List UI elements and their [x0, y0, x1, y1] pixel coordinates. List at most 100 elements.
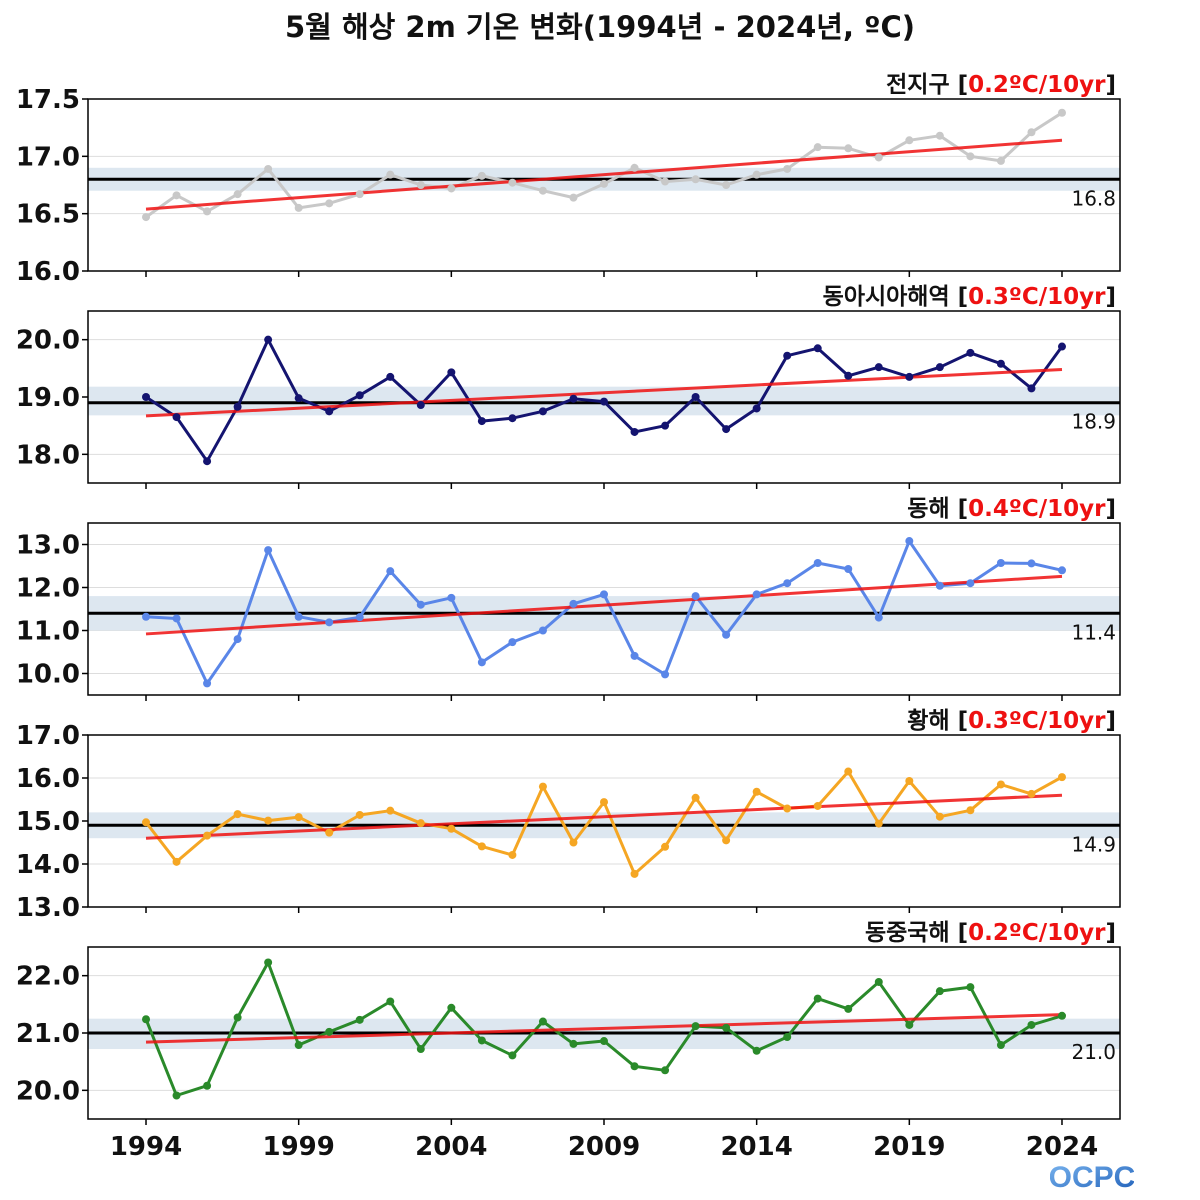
data-point: [661, 1066, 670, 1075]
data-point: [966, 983, 975, 992]
data-point: [569, 599, 578, 608]
data-point: [722, 836, 731, 845]
data-point: [1057, 342, 1066, 351]
data-point: [874, 363, 883, 372]
bracket-close: ]: [1105, 284, 1116, 310]
data-point: [386, 567, 395, 576]
data-point: [172, 614, 181, 623]
data-point: [477, 842, 486, 851]
data-point: [325, 407, 334, 416]
data-point: [691, 592, 700, 601]
data-point: [569, 394, 578, 403]
normal-value-label: 16.8: [1071, 186, 1116, 210]
trend-rate: 0.3ºC/10yr: [968, 284, 1106, 310]
data-point: [172, 1091, 181, 1100]
data-point: [264, 164, 273, 173]
y-tick-label: 16.0: [16, 257, 80, 287]
data-point: [905, 136, 914, 145]
data-point: [233, 190, 242, 199]
data-point: [935, 581, 944, 590]
data-point: [844, 144, 853, 153]
data-point: [172, 413, 181, 422]
data-point: [1027, 128, 1036, 137]
data-point: [600, 179, 608, 188]
trend-rate: 0.4ºC/10yr: [968, 496, 1106, 522]
data-point: [355, 391, 364, 400]
data-point: [905, 537, 914, 546]
data-point: [416, 401, 425, 410]
x-tick-label: 2019: [873, 1132, 945, 1162]
data-point: [477, 417, 486, 426]
data-point: [508, 1051, 517, 1060]
panel-title: 동해 [0.4ºC/10yr]: [907, 496, 1116, 522]
data-point: [386, 806, 395, 815]
data-point: [508, 178, 517, 187]
data-point: [203, 1081, 212, 1090]
data-point: [813, 801, 822, 810]
bracket-close: ]: [1105, 708, 1116, 734]
data-point: [600, 1037, 608, 1046]
data-point: [661, 670, 670, 679]
data-point: [905, 1020, 914, 1029]
trend-rate: 0.2ºC/10yr: [968, 920, 1106, 946]
data-point: [722, 425, 731, 434]
data-point: [538, 782, 547, 791]
x-tick-label: 1994: [110, 1132, 182, 1162]
data-point: [538, 1017, 547, 1026]
x-tick-label: 2004: [415, 1132, 487, 1162]
data-point: [844, 371, 853, 380]
data-point: [905, 777, 914, 786]
data-point: [630, 163, 639, 172]
data-point: [569, 838, 578, 847]
data-point: [783, 351, 792, 360]
data-point: [264, 958, 273, 967]
panel-title: 동중국해 [0.2ºC/10yr]: [865, 920, 1116, 946]
y-tick-label: 17.0: [16, 142, 80, 172]
x-tick-label: 2009: [568, 1132, 640, 1162]
data-point: [661, 421, 670, 430]
y-tick-label: 13.0: [16, 893, 80, 923]
data-point: [294, 813, 303, 822]
data-point: [813, 558, 822, 567]
data-point: [691, 175, 700, 184]
data-point: [477, 1036, 486, 1045]
data-point: [661, 842, 670, 851]
data-point: [355, 613, 364, 622]
data-point: [447, 593, 456, 602]
data-point: [294, 203, 303, 212]
data-point: [752, 590, 761, 599]
normal-value-label: 18.9: [1071, 410, 1116, 434]
data-point: [264, 816, 273, 825]
data-point: [966, 806, 975, 815]
bracket-close: ]: [1105, 496, 1116, 522]
region-name: 동해 [: [907, 496, 968, 522]
data-series-line: [145, 111, 1063, 219]
chart-title: 5월 해상 2m 기온 변화(1994년 - 2024년, ºC): [285, 10, 915, 44]
y-tick-label: 11.0: [16, 617, 80, 647]
data-point: [233, 635, 242, 644]
data-point: [325, 618, 334, 627]
y-tick-label: 19.0: [16, 383, 80, 413]
region-name: 황해 [: [907, 708, 968, 734]
data-point: [722, 181, 731, 189]
region-name: 동중국해 [: [865, 920, 968, 946]
data-point: [416, 181, 425, 189]
data-point: [142, 393, 151, 401]
y-tick-label: 16.5: [16, 200, 80, 230]
data-point: [1057, 108, 1066, 117]
data-point: [508, 638, 517, 647]
data-point: [783, 164, 792, 173]
panel-title: 황해 [0.3ºC/10yr]: [907, 708, 1116, 734]
trend-rate: 0.3ºC/10yr: [968, 708, 1106, 734]
data-point: [752, 404, 761, 413]
ocpc-logo: OCPC: [1050, 1161, 1134, 1192]
data-point: [935, 363, 944, 372]
bracket-close: ]: [1105, 920, 1116, 946]
data-point: [264, 335, 273, 344]
trend-line: [145, 1013, 1063, 1044]
data-point: [691, 793, 700, 802]
trend-line: [145, 138, 1063, 211]
data-point: [996, 359, 1005, 368]
data-point: [1057, 773, 1066, 782]
data-point: [142, 818, 151, 827]
